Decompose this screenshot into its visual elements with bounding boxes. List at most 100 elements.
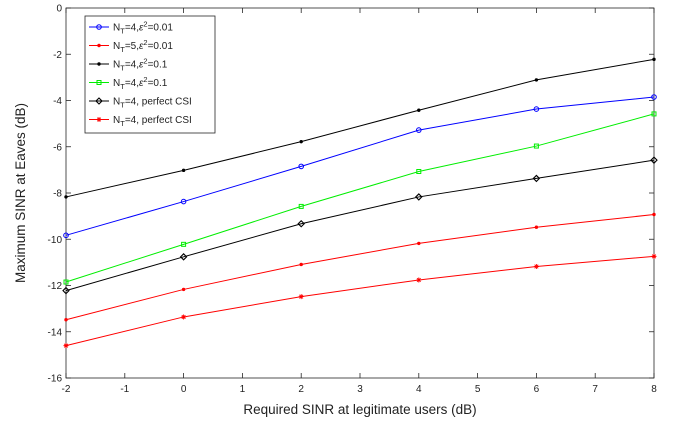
data-point [534, 225, 539, 229]
legend-label-part: =4, [125, 23, 139, 34]
legend-marker [97, 43, 101, 48]
x-tick-label: 3 [357, 384, 363, 395]
legend-label-part: =0.1 [148, 78, 168, 89]
data-point [180, 198, 187, 205]
data-point [650, 156, 658, 164]
legend-label: NT=4,ε2=0.01 [113, 20, 173, 36]
legend-label: NT=4,ε2=0.1 [113, 75, 168, 91]
y-tick-label: -2 [53, 50, 62, 61]
data-point [417, 241, 421, 246]
legend-label-part: 2 [143, 20, 147, 29]
legend-label-part: ε [139, 60, 144, 71]
series-1 [63, 94, 657, 239]
data-point [299, 262, 303, 267]
legend-label-part: ε [139, 78, 144, 89]
y-tick-label: -8 [53, 189, 62, 200]
x-tick-label: 8 [651, 384, 657, 395]
series-line [65, 214, 655, 321]
series-5 [62, 156, 658, 295]
data-point [416, 168, 422, 174]
legend-label-part: N [113, 60, 120, 71]
data-point [297, 219, 305, 228]
legend-entry: NT=4,ε2=0.01 [89, 20, 173, 36]
series-line [65, 96, 655, 236]
legend-entry: NT=4, perfect CSI [89, 97, 192, 110]
x-tick-label: 7 [592, 384, 598, 395]
data-point [651, 94, 657, 100]
data-point [417, 108, 421, 112]
y-tick-label: -16 [48, 374, 63, 385]
data-point [181, 287, 186, 292]
data-point [64, 195, 68, 199]
legend-label: NT=4, perfect CSI [113, 97, 192, 110]
data-point [179, 253, 188, 261]
series-line [65, 255, 655, 347]
legend-label-part: T [120, 27, 125, 36]
data-point [534, 78, 539, 82]
y-tick-label: -4 [53, 96, 62, 107]
data-point [62, 286, 70, 295]
data-point [298, 203, 304, 209]
legend-label: NT=5,ε2=0.01 [113, 38, 173, 54]
legend-label-part: N [113, 41, 120, 52]
legend-label-part: N [113, 23, 120, 34]
data-point [416, 277, 422, 283]
legend-label-part: N [113, 78, 120, 89]
legend-label-part: =5, [125, 41, 139, 52]
series-line [65, 113, 655, 283]
axis-ticks: -2 -1 0 1 2 3 4 5 6 7 8-16-14-12-10-8-6-4-20 [48, 4, 658, 396]
data-point [415, 193, 423, 201]
series-6 [63, 253, 657, 349]
x-axis-label: Required SINR at legitimate users (dB) [243, 402, 476, 417]
data-point [533, 106, 540, 112]
legend-label-part: 2 [143, 57, 147, 66]
y-tick-label: 0 [56, 4, 62, 15]
y-tick-label: -6 [53, 142, 62, 153]
legend-label: NT=4, perfect CSI [113, 115, 192, 128]
data-point [532, 174, 541, 183]
data-point [533, 143, 539, 149]
y-tick-label: -10 [48, 235, 63, 246]
legend-label-part: =4, [125, 78, 139, 89]
data-series [62, 57, 658, 349]
data-point [181, 314, 187, 320]
y-axis-label: Maximum SINR at Eaves (dB) [13, 103, 28, 283]
data-point [299, 139, 303, 144]
legend-label-part: T [120, 45, 125, 54]
x-tick-label: -2 [62, 384, 71, 395]
legend-entry: NT=4, perfect CSI [89, 115, 192, 128]
data-point [298, 294, 304, 300]
legend-label-part: =0.01 [148, 41, 174, 52]
data-point [181, 241, 187, 247]
x-tick-label: -1 [120, 384, 129, 395]
legend-label-part: T [120, 101, 125, 110]
data-point [181, 168, 186, 173]
data-point [64, 318, 68, 322]
legend-box [84, 15, 216, 134]
data-point [651, 111, 657, 117]
x-tick-label: 0 [181, 384, 187, 395]
legend-label-part: =4, perfect CSI [125, 115, 192, 126]
x-tick-label: 2 [298, 384, 304, 395]
legend-marker [96, 80, 102, 85]
legend-marker [97, 62, 101, 66]
y-tick-label: -14 [48, 327, 63, 338]
legend: NT=4,ε2=0.01NT=5,ε2=0.01NT=4,ε2=0.1NT=4,… [84, 15, 216, 134]
x-tick-label: 1 [240, 384, 246, 395]
data-point [652, 57, 656, 62]
data-point [533, 264, 539, 270]
legend-label: NT=4,ε2=0.1 [113, 57, 168, 73]
series-2 [64, 212, 656, 322]
x-tick-label: 6 [534, 384, 540, 395]
legend-label-part: N [113, 97, 120, 108]
legend-marker [96, 24, 102, 30]
data-point [651, 253, 657, 259]
data-point [63, 232, 69, 239]
series-line [65, 159, 655, 292]
data-point [652, 212, 656, 217]
legend-label-part: ε [139, 41, 144, 52]
legend-marker [96, 117, 102, 122]
data-point [298, 163, 305, 170]
legend-entry: NT=4,ε2=0.1 [89, 75, 168, 91]
